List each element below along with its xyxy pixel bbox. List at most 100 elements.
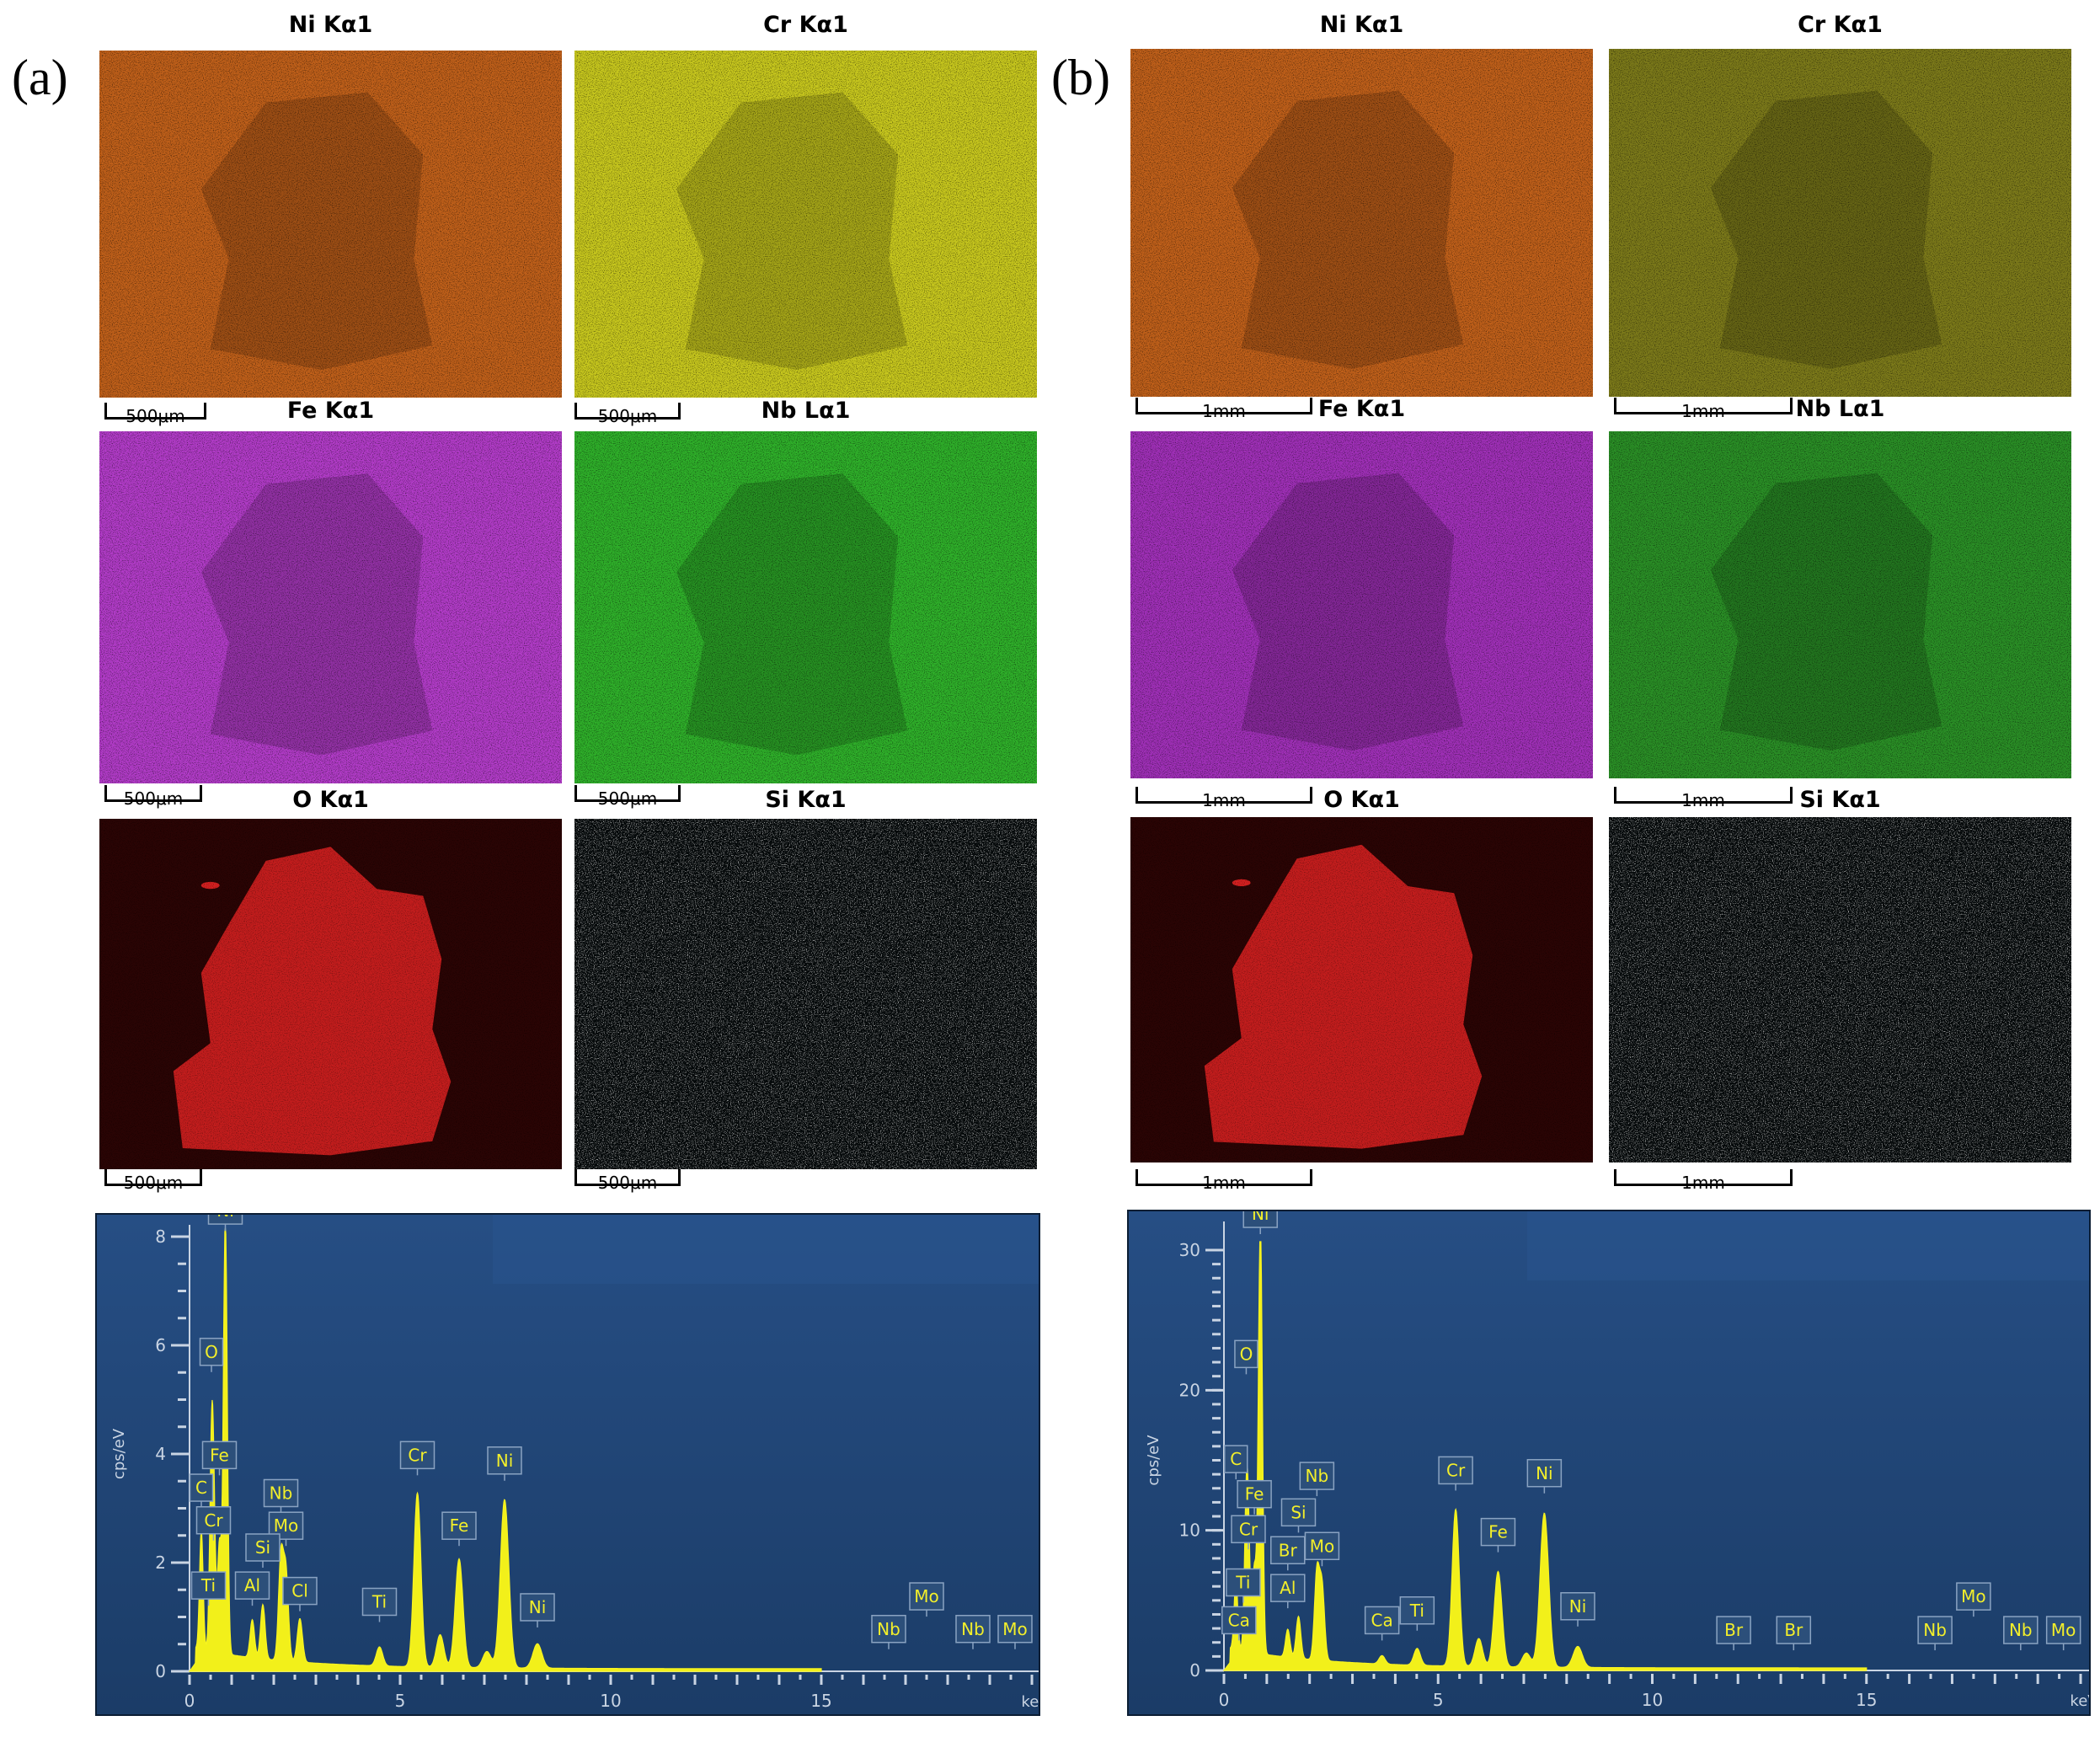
peak-label-mo: Mo xyxy=(1304,1531,1340,1567)
spectrum-trace xyxy=(188,1227,822,1672)
peak-label-si: Si xyxy=(1280,1498,1317,1533)
y-tick-label: 20 xyxy=(1179,1380,1200,1400)
peak-label-mo: Mo xyxy=(909,1582,944,1617)
element-map-a-ni-ka1 xyxy=(99,51,562,398)
peak-label-cr: Cr xyxy=(195,1506,232,1541)
peak-label-fe: Fe xyxy=(201,1440,238,1476)
map-title-b-nb-la1: Nb Lα1 xyxy=(1795,396,1885,422)
svg-text:Ni: Ni xyxy=(1569,1596,1587,1617)
peak-label-ni: Ni xyxy=(487,1446,522,1481)
peak-label-ti: Ti xyxy=(1226,1568,1261,1603)
y-tick-label: 0 xyxy=(1189,1660,1200,1681)
scale-bar-label: 1mm xyxy=(1681,790,1725,810)
svg-text:Br: Br xyxy=(1279,1540,1298,1560)
map-title-b-ni-ka1: Ni Kα1 xyxy=(1319,12,1404,38)
y-tick-label: 0 xyxy=(155,1661,166,1681)
peak-label-nb: Nb xyxy=(2003,1616,2039,1651)
map-title-b-fe-ka1: Fe Kα1 xyxy=(1317,396,1406,422)
peak-label-o: O xyxy=(1234,1339,1258,1375)
peak-label-ni: Ni xyxy=(1560,1592,1595,1627)
peak-label-mo: Mo xyxy=(997,1615,1033,1649)
scale-bar-b-fe-ka1: 1mm xyxy=(1135,787,1312,815)
svg-text:Fe: Fe xyxy=(450,1515,469,1536)
peak-label-ti: Ti xyxy=(190,1571,227,1606)
peak-label-ni: Ni xyxy=(520,1593,555,1627)
y-tick-label: 2 xyxy=(155,1553,166,1573)
x-tick-label: 15 xyxy=(810,1691,831,1711)
x-tick-label: 10 xyxy=(600,1691,621,1711)
peak-label-fe: Fe xyxy=(1237,1479,1272,1515)
scale-bar-label: 500μm xyxy=(597,1173,658,1193)
peak-label-fe: Fe xyxy=(1480,1517,1516,1553)
x-tick-label: 15 xyxy=(1856,1690,1877,1710)
scale-bar-b-o-ka1: 1mm xyxy=(1135,1169,1312,1198)
element-map-a-nb-la1 xyxy=(574,431,1037,783)
svg-text:Ti: Ti xyxy=(371,1592,387,1612)
peak-label-nb: Nb xyxy=(263,1478,299,1514)
scale-bar-label: 500μm xyxy=(126,406,185,426)
svg-text:Nb: Nb xyxy=(2009,1620,2033,1640)
x-tick-label: 10 xyxy=(1642,1690,1663,1710)
x-tick-label: 0 xyxy=(1219,1690,1230,1710)
scale-bar-b-nb-la1: 1mm xyxy=(1614,787,1793,815)
peak-label-cr: Cr xyxy=(399,1440,435,1476)
element-map-b-o-ka1 xyxy=(1130,817,1593,1162)
x-tick-label: 0 xyxy=(184,1691,195,1711)
svg-text:Fe: Fe xyxy=(1488,1522,1508,1542)
peak-label-mo: Mo xyxy=(2045,1616,2081,1651)
peak-label-ca: Ca xyxy=(1364,1606,1400,1641)
svg-text:Nb: Nb xyxy=(961,1619,985,1639)
peak-label-ti: Ti xyxy=(1399,1596,1435,1631)
scale-bar-a-nb-la1: 500μm xyxy=(574,785,681,814)
map-title-b-o-ka1: O Kα1 xyxy=(1323,787,1400,813)
svg-text:O: O xyxy=(205,1342,218,1362)
scale-bar-label: 1mm xyxy=(1202,790,1246,810)
scale-bar-a-fe-ka1: 500μm xyxy=(104,785,202,814)
peak-label-ti: Ti xyxy=(361,1587,398,1622)
svg-text:Ti: Ti xyxy=(1235,1573,1250,1593)
peak-label-br: Br xyxy=(1776,1616,1812,1651)
map-title-a-ni-ka1: Ni Kα1 xyxy=(288,12,373,38)
scale-bar-label: 500μm xyxy=(597,788,658,809)
spectrum-a-plot: 02468051015keVcps/eVNiOFeCCrTiNbMoSiAlCl… xyxy=(97,1215,1039,1714)
peak-label-cr: Cr xyxy=(1438,1456,1473,1491)
svg-text:C: C xyxy=(1230,1449,1242,1469)
svg-text:Al: Al xyxy=(1280,1578,1296,1598)
y-tick-label: 30 xyxy=(1179,1240,1200,1260)
svg-text:Si: Si xyxy=(1290,1502,1306,1522)
scale-bar-b-ni-ka1: 1mm xyxy=(1135,398,1312,426)
element-map-a-si-ka1 xyxy=(574,819,1037,1169)
svg-text:Ca: Ca xyxy=(1371,1610,1393,1630)
peak-label-ni: Ni xyxy=(1526,1459,1563,1494)
svg-text:Mo: Mo xyxy=(1002,1619,1028,1639)
svg-text:Ti: Ti xyxy=(1409,1601,1424,1621)
peak-label-al: Al xyxy=(234,1571,270,1606)
svg-text:Si: Si xyxy=(255,1537,270,1558)
element-map-a-cr-ka1 xyxy=(574,51,1037,398)
scale-bar-a-ni-ka1: 500μm xyxy=(104,403,206,431)
peak-label-mo: Mo xyxy=(1956,1582,1991,1617)
scale-bar-label: 1mm xyxy=(1681,1173,1725,1193)
svg-text:Cr: Cr xyxy=(1239,1519,1258,1539)
scale-bar-b-cr-ka1: 1mm xyxy=(1614,398,1793,426)
peak-label-si: Si xyxy=(245,1533,281,1568)
x-axis-label: keV xyxy=(1021,1693,1039,1711)
scale-bar-label: 500μm xyxy=(123,788,184,809)
element-map-b-nb-la1 xyxy=(1609,431,2071,778)
y-axis-label: cps/eV xyxy=(110,1428,128,1479)
y-tick-label: 6 xyxy=(155,1335,166,1355)
svg-text:Nb: Nb xyxy=(877,1619,900,1639)
svg-text:Mo: Mo xyxy=(274,1515,299,1536)
spectrum-a: 02468051015keVcps/eVNiOFeCCrTiNbMoSiAlCl… xyxy=(95,1213,1040,1716)
spectrum-b-plot: 0102030051015keVcps/eVNiOCFeCrTiCaNbSiBr… xyxy=(1129,1211,2089,1714)
peak-label-ni: Ni xyxy=(1242,1211,1278,1235)
svg-text:Br: Br xyxy=(1784,1620,1803,1640)
svg-text:Cr: Cr xyxy=(204,1510,223,1531)
map-title-a-o-ka1: O Kα1 xyxy=(292,787,369,813)
svg-text:Fe: Fe xyxy=(1245,1484,1264,1505)
peak-label-cl: Cl xyxy=(282,1576,318,1611)
scale-bar-a-o-ka1: 500μm xyxy=(104,1169,202,1198)
peak-label-ni: Ni xyxy=(207,1215,243,1232)
svg-text:O: O xyxy=(1240,1344,1253,1364)
svg-text:Mo: Mo xyxy=(2051,1620,2076,1640)
